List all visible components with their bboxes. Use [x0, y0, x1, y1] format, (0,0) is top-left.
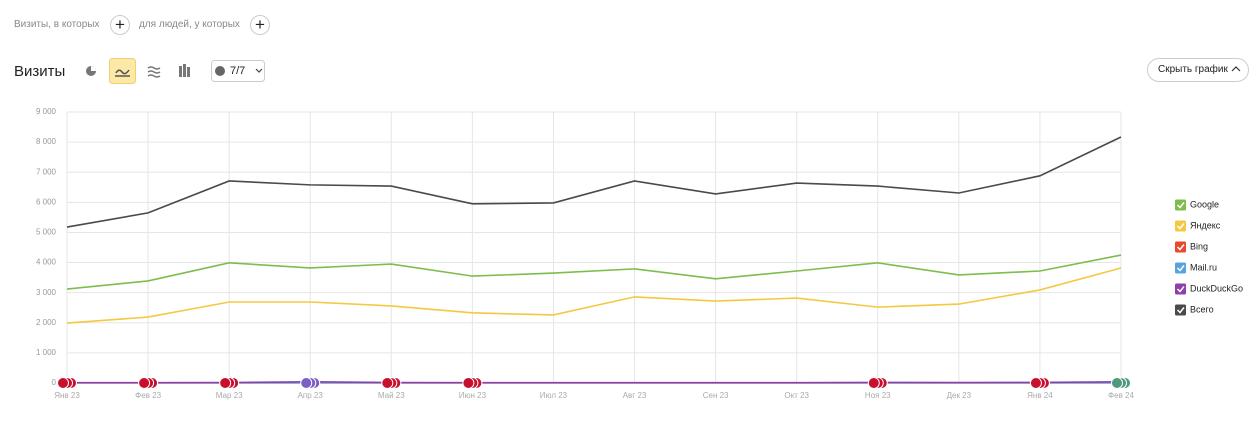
x-tick-label: Июн 23	[459, 391, 487, 400]
y-tick-label: 0	[52, 378, 57, 387]
legend-check	[1176, 307, 1185, 314]
x-tick-label: Фев 24	[1108, 391, 1134, 400]
y-tick-label: 8 000	[36, 137, 57, 146]
y-tick-label: 7 000	[36, 167, 57, 176]
annotation-marker	[57, 377, 69, 389]
button-label: Скрыть график	[1158, 64, 1228, 75]
filter-label: для людей, у которых	[139, 19, 240, 30]
legend-check	[1176, 286, 1185, 293]
legend-checkbox[interactable]	[1175, 241, 1186, 253]
filter-label: Визиты, в которых	[14, 19, 100, 30]
y-tick-label: 6 000	[36, 197, 57, 206]
x-tick-label: Июл 23	[540, 391, 568, 400]
chart-toolbar	[86, 58, 265, 84]
annotation-marker	[381, 377, 394, 389]
x-tick-label: Янв 24	[1027, 391, 1053, 400]
annotation-marker	[219, 377, 232, 389]
chevron-icon	[1231, 66, 1241, 72]
bar-chart-button[interactable]	[179, 64, 190, 77]
add-filter-button[interactable]: +	[110, 15, 130, 35]
annotation-marker	[867, 377, 880, 389]
annotation-marker	[300, 377, 313, 389]
series-line	[66, 136, 1122, 228]
series-line	[67, 380, 1122, 384]
series-line	[66, 267, 1122, 324]
annotation-marker	[1029, 377, 1042, 389]
section-title: Визиты	[14, 63, 66, 80]
series-line	[66, 254, 1122, 290]
legend-label: Яндекс	[1190, 220, 1221, 230]
x-tick-label: Апр 23	[298, 391, 324, 400]
legend-label: DuckDuckGo	[1190, 283, 1243, 293]
x-tick-label: Сен 23	[703, 391, 729, 400]
legend-checkbox[interactable]	[1175, 304, 1186, 316]
annotation-marker	[138, 377, 151, 389]
hide-chart-button[interactable]: Скрыть график	[1147, 58, 1249, 82]
x-tick-label: Ноя 23	[865, 391, 891, 400]
x-tick-label: Фев 23	[135, 391, 161, 400]
legend-checkbox[interactable]	[1175, 199, 1186, 211]
y-tick-label: 4 000	[36, 258, 57, 267]
legend-label: Всего	[1190, 304, 1214, 314]
legend-label: Mail.ru	[1190, 262, 1217, 272]
legend-label: Google	[1190, 199, 1219, 209]
x-tick-label: Янв 23	[54, 391, 80, 400]
x-tick-label: Окт 23	[784, 391, 809, 400]
x-tick-label: Май 23	[378, 391, 405, 400]
annotation-marker	[462, 377, 475, 389]
legend-check	[1176, 244, 1185, 251]
add-filter-button[interactable]: +	[250, 15, 270, 35]
x-tick-label: Дек 23	[947, 391, 972, 400]
legend-checkbox[interactable]	[1175, 283, 1186, 295]
y-tick-label: 5 000	[36, 228, 57, 237]
legend-check	[1176, 265, 1185, 272]
y-tick-label: 9 000	[36, 107, 57, 116]
legend-checkbox[interactable]	[1175, 262, 1186, 274]
y-tick-label: 3 000	[36, 288, 57, 297]
annotation-marker	[1111, 377, 1123, 389]
legend-check	[1176, 202, 1185, 209]
annotations-dropdown[interactable]	[211, 60, 265, 82]
x-tick-label: Мар 23	[216, 391, 243, 400]
line-chart-button[interactable]	[109, 58, 136, 84]
y-tick-label: 2 000	[36, 318, 57, 327]
pie-chart-button[interactable]	[86, 66, 96, 76]
legend-check	[1176, 223, 1185, 230]
x-tick-label: Авг 23	[623, 391, 647, 400]
legend-label: Bing	[1190, 241, 1208, 251]
legend-checkbox[interactable]	[1175, 220, 1186, 232]
y-tick-label: 1 000	[36, 348, 57, 357]
area-chart-button[interactable]	[147, 66, 161, 78]
annotations-count: 7/7	[230, 65, 246, 77]
